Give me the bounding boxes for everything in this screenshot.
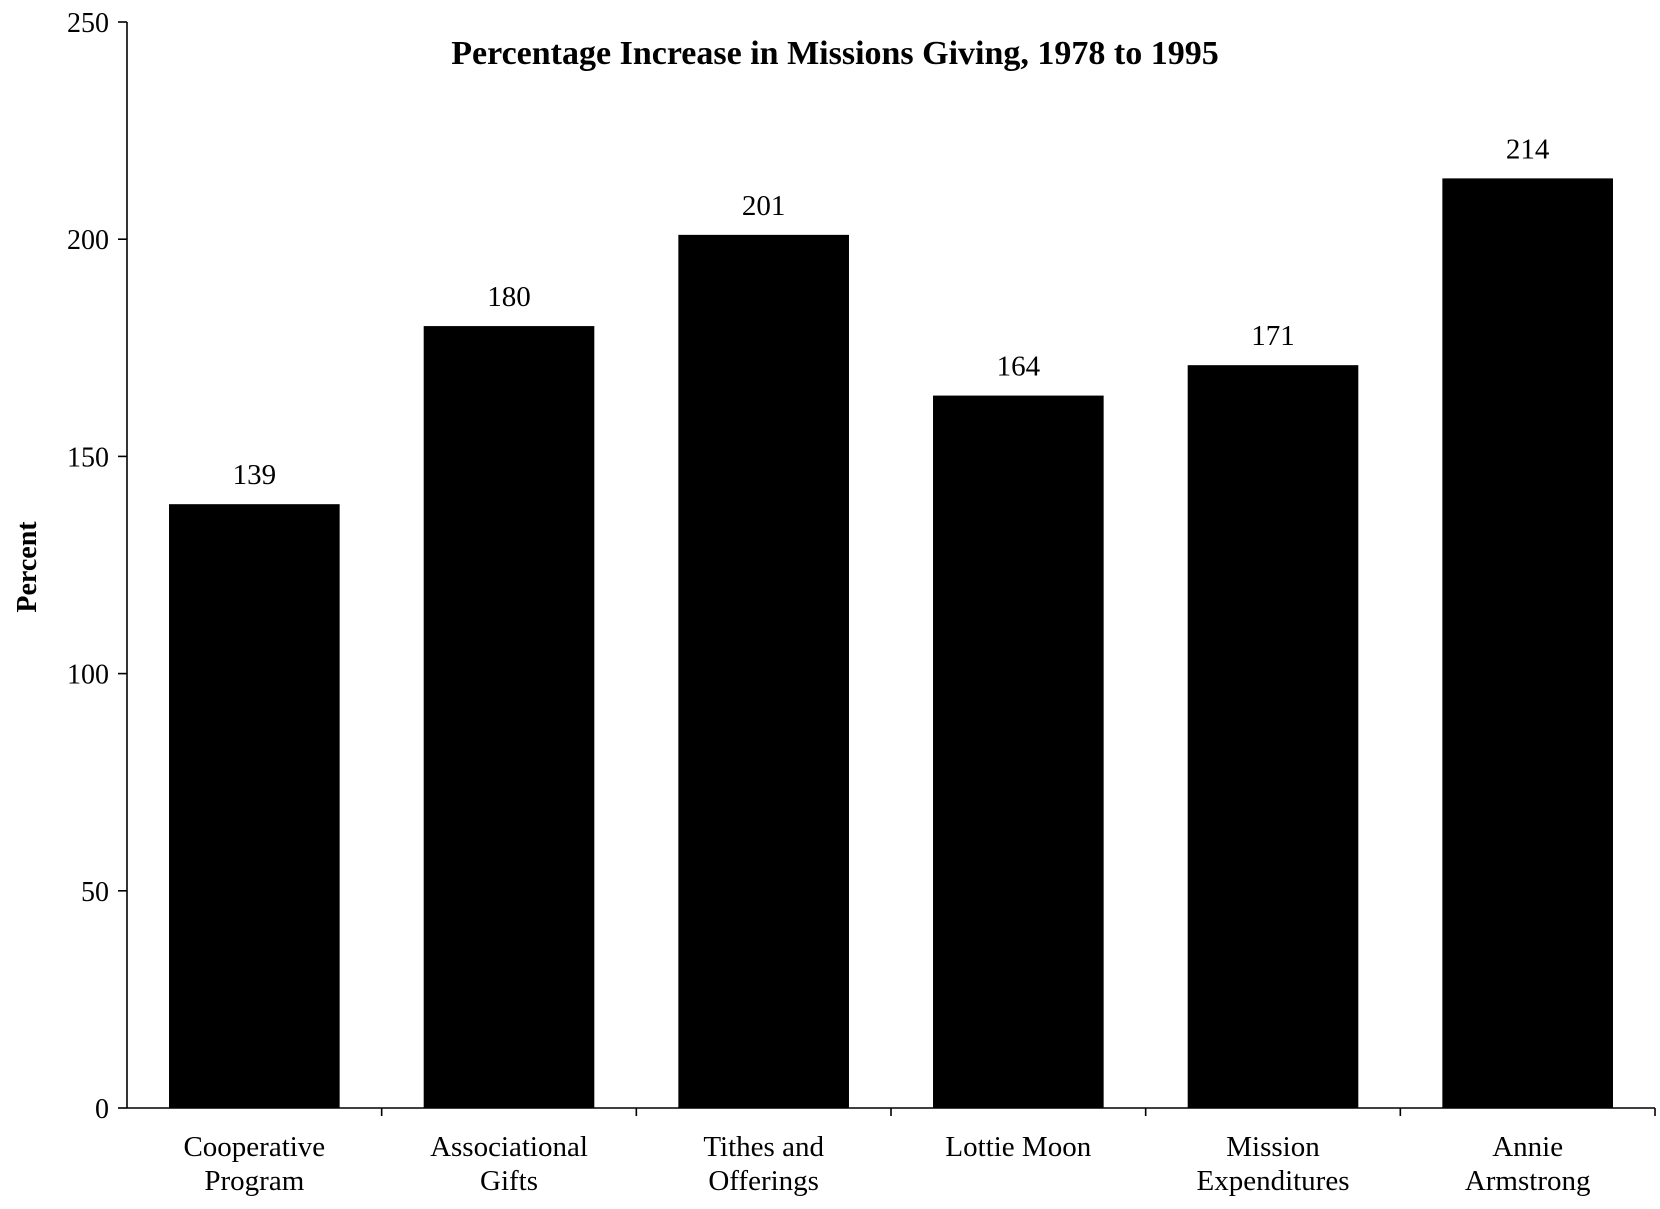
y-tick-label: 200: [67, 225, 109, 256]
bar: [423, 326, 595, 1109]
x-tick-label-line: Offerings: [708, 1165, 819, 1197]
x-axis-labels: Cooperative Program Associational Gifts Tith…: [183, 1131, 1590, 1197]
y-tick-label: 250: [67, 8, 109, 39]
bar: [1187, 365, 1359, 1108]
x-tick-label: Mission Expenditures: [1196, 1131, 1349, 1197]
bars: [169, 178, 1613, 1109]
y-tick-label: 50: [81, 877, 109, 908]
x-tick-label: Tithes and Offerings: [703, 1131, 824, 1197]
x-tick-label-line: Associational: [430, 1131, 588, 1163]
bar: [933, 395, 1104, 1109]
data-label: 201: [742, 190, 786, 222]
x-tick-label: Associational Gifts: [430, 1131, 588, 1197]
data-labels: 139 180 201 164 171 214: [233, 133, 1550, 491]
y-tick-label: 150: [67, 442, 109, 473]
chart-title: Percentage Increase in Missions Giving, …: [451, 35, 1218, 72]
x-tick-label-line: Mission: [1226, 1131, 1320, 1163]
x-tick-label-line: Armstrong: [1465, 1165, 1591, 1197]
bar: [169, 504, 340, 1109]
y-axis-label: Percent: [12, 521, 43, 613]
data-label: 180: [487, 281, 531, 313]
x-tick-label-line: Expenditures: [1196, 1165, 1349, 1197]
data-label: 139: [233, 459, 277, 491]
bar: [1442, 178, 1613, 1108]
bar: [678, 234, 849, 1108]
x-tick-label-line: Cooperative: [183, 1131, 325, 1163]
data-label: 164: [997, 351, 1041, 383]
y-axis-ticks: 0 50 100 150 200 250: [67, 8, 127, 1125]
y-tick-label: 100: [67, 660, 109, 691]
x-tick-label-line: Annie: [1492, 1131, 1563, 1163]
x-tick-label-line: Program: [204, 1165, 304, 1197]
y-tick-label: 0: [95, 1094, 109, 1125]
axes: [126, 22, 1656, 1116]
x-tick-label-line: Gifts: [480, 1165, 538, 1197]
x-tick-label-line: Tithes and: [703, 1131, 824, 1163]
x-tick-label-line: Lottie Moon: [945, 1131, 1091, 1163]
x-tick-label: Annie Armstrong: [1465, 1131, 1591, 1197]
data-label: 171: [1251, 320, 1295, 352]
x-tick-label: Cooperative Program: [183, 1131, 325, 1197]
data-label: 214: [1506, 133, 1550, 165]
x-tick-label: Lottie Moon: [945, 1131, 1091, 1163]
